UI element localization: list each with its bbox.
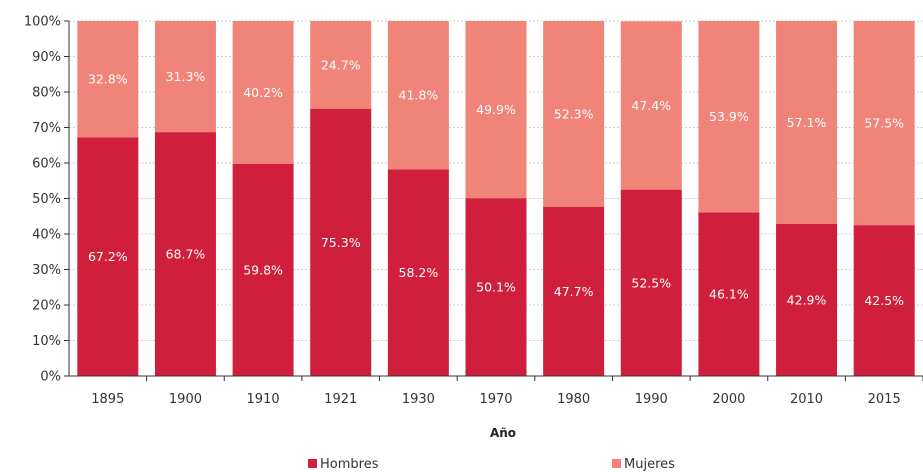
bar-hombres-2015: [853, 225, 915, 376]
bar-hombres-1900: [154, 132, 216, 376]
data-label-hombres-1900: 68.7%: [166, 247, 206, 262]
data-labels: 67.2% 32.8% 68.7% 31.3% 59.8% 40.2% 75.3% 24.7%…: [88, 57, 904, 308]
data-label-mujeres-1921: 24.7%: [321, 57, 361, 72]
x-tick-label: 1990: [635, 392, 668, 407]
y-tick-label: 0%: [40, 370, 61, 385]
x-tick-label: 1910: [247, 392, 280, 407]
y-tick-label: 100%: [24, 15, 61, 30]
bar-mujeres-2010: [776, 21, 838, 224]
data-label-mujeres-2010: 57.1%: [787, 115, 827, 130]
bar-mujeres-1970: [465, 21, 527, 199]
bar-mujeres-1930: [387, 21, 449, 170]
data-label-mujeres-1990: 47.4%: [631, 98, 671, 113]
data-label-mujeres-1980: 52.3%: [554, 106, 594, 121]
y-tick-label: 30%: [32, 263, 61, 278]
y-tick-label: 90%: [32, 50, 61, 65]
x-tick-label: 1921: [324, 392, 357, 407]
legend-swatch: [612, 459, 621, 468]
data-label-hombres-1980: 47.7%: [554, 284, 594, 299]
bar-mujeres-2000: [698, 21, 760, 213]
bar-hombres-1980: [543, 206, 605, 376]
x-tick-label: 2000: [712, 392, 745, 407]
bar-mujeres-1980: [543, 21, 605, 207]
x-tick-label: 1980: [557, 392, 590, 407]
bar-hombres-1895: [77, 137, 139, 376]
x-tick-label: 2015: [868, 392, 901, 407]
bar-mujeres-1921: [310, 21, 372, 109]
y-tick-label: 80%: [32, 86, 61, 101]
x-axis-title: Año: [490, 426, 516, 440]
legend-label: Hombres: [320, 457, 379, 472]
bar-hombres-1970: [465, 198, 527, 376]
data-label-mujeres-2015: 57.5%: [864, 116, 904, 131]
axes: 0% 10% 20% 30% 40% 50% 60% 70% 80% 90% 100% 1895 190…: [24, 15, 923, 407]
bar-hombres-2000: [698, 212, 760, 376]
data-label-mujeres-1930: 41.8%: [399, 88, 439, 103]
bar-mujeres-1990: [620, 21, 682, 190]
data-label-mujeres-2000: 53.9%: [709, 109, 749, 124]
legend-item-hombres: Hombres: [308, 457, 379, 472]
x-tick-label: 1970: [479, 392, 512, 407]
bar-hombres-1921: [310, 108, 372, 376]
y-tick-label: 70%: [32, 121, 61, 136]
data-label-hombres-1990: 52.5%: [631, 275, 671, 290]
bar-mujeres-1900: [154, 21, 216, 133]
bar-mujeres-1910: [232, 21, 294, 164]
bars: [77, 21, 915, 376]
bar-hombres-1990: [620, 189, 682, 376]
y-tick-label: 50%: [32, 192, 61, 207]
x-tick-label: 1930: [402, 392, 435, 407]
data-label-mujeres-1895: 32.8%: [88, 72, 128, 87]
bar-hombres-2010: [776, 223, 838, 376]
data-label-hombres-2015: 42.5%: [864, 293, 904, 308]
data-label-mujeres-1900: 31.3%: [166, 69, 206, 84]
x-tick-label: 2010: [790, 392, 823, 407]
x-tick-label: 1895: [91, 392, 124, 407]
data-label-hombres-1970: 50.1%: [476, 280, 516, 295]
bar-mujeres-1895: [77, 21, 139, 138]
legend-swatch: [308, 459, 317, 468]
data-label-hombres-1930: 58.2%: [399, 265, 439, 280]
bar-hombres-1930: [387, 169, 449, 376]
data-label-mujeres-1910: 40.2%: [243, 85, 283, 100]
data-label-hombres-2010: 42.9%: [787, 292, 827, 307]
data-label-hombres-1910: 59.8%: [243, 262, 283, 277]
y-tick-label: 60%: [32, 157, 61, 172]
legend-label: Mujeres: [624, 457, 675, 472]
y-tick-label: 10%: [32, 334, 61, 349]
data-label-hombres-2000: 46.1%: [709, 287, 749, 302]
legend-item-mujeres: Mujeres: [612, 457, 675, 472]
x-tick-label: 1900: [169, 392, 202, 407]
bar-mujeres-2015: [853, 21, 915, 226]
legend: Hombres Mujeres: [308, 457, 675, 472]
data-label-hombres-1895: 67.2%: [88, 249, 128, 264]
data-label-mujeres-1970: 49.9%: [476, 102, 516, 117]
bar-hombres-1910: [232, 163, 294, 376]
y-tick-label: 40%: [32, 228, 61, 243]
y-tick-label: 20%: [32, 299, 61, 314]
data-label-hombres-1921: 75.3%: [321, 235, 361, 250]
